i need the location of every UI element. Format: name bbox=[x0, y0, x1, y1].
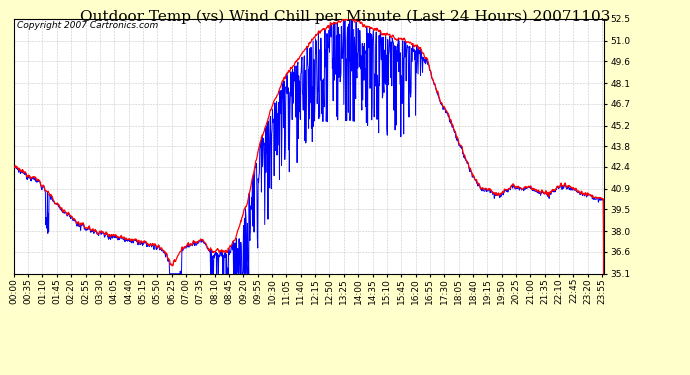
Text: Outdoor Temp (vs) Wind Chill per Minute (Last 24 Hours) 20071103: Outdoor Temp (vs) Wind Chill per Minute … bbox=[80, 9, 610, 24]
Text: Copyright 2007 Cartronics.com: Copyright 2007 Cartronics.com bbox=[17, 21, 158, 30]
